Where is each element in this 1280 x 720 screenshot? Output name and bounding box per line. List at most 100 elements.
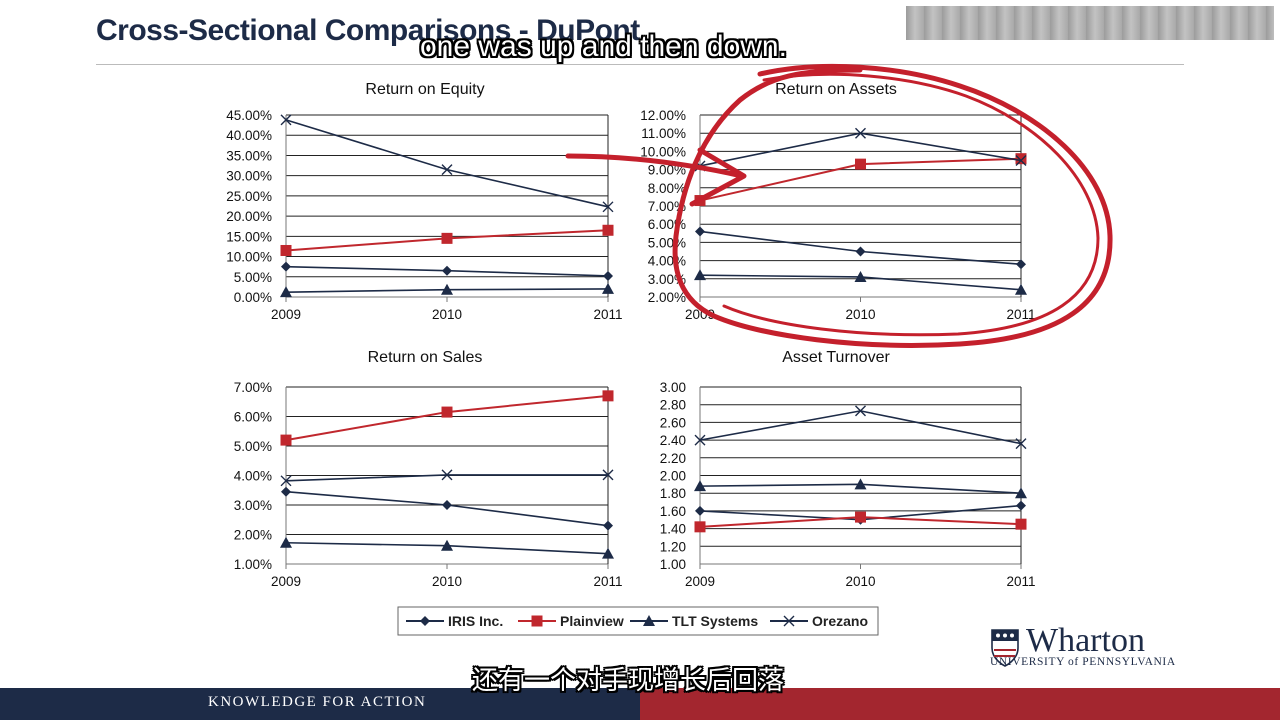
y-tick-label: 10.00% — [226, 250, 272, 265]
data-point-iris-inc — [603, 520, 613, 531]
x-tick-label: 2009 — [271, 307, 301, 322]
y-tick-label: 12.00% — [640, 108, 686, 123]
data-point-orezano — [602, 201, 614, 213]
data-point-plainview — [441, 232, 453, 244]
data-point-iris-inc — [281, 261, 291, 272]
x-tick-label: 2011 — [1006, 574, 1035, 589]
chart-return-on-sales: Return on Sales 1.00% 2.00% 3.00% 4.00% 5.00%… — [234, 349, 623, 589]
data-point-iris-inc — [1016, 259, 1026, 270]
y-tick-label: 10.00% — [640, 144, 686, 159]
y-tick-label: 25.00% — [226, 189, 272, 204]
y-tick-label: 1.00% — [234, 557, 272, 572]
y-tick-label: 15.00% — [226, 229, 272, 244]
x-tick-label: 2009 — [271, 574, 301, 589]
data-point-plainview — [280, 434, 292, 446]
data-point-orezano — [694, 434, 706, 446]
data-point-orezano — [280, 475, 292, 487]
y-tick-label: 2.80 — [660, 398, 686, 413]
data-point-plainview — [441, 406, 453, 418]
data-point-tlt-systems — [602, 282, 614, 294]
slide-title: Cross-Sectional Comparisons - DuPont — [96, 14, 640, 47]
y-tick-label: 1.60 — [660, 504, 686, 519]
data-point-iris-inc — [442, 265, 452, 276]
y-tick-label: 3.00 — [660, 380, 686, 395]
y-tick-label: 20.00% — [226, 209, 272, 224]
y-tick-label: 2.00% — [648, 290, 686, 305]
y-tick-label: 4.00% — [234, 469, 272, 484]
data-point-orezano — [441, 469, 453, 481]
annotation-arrow — [565, 147, 747, 207]
data-point-iris-inc — [442, 500, 452, 510]
data-point-plainview — [602, 224, 614, 236]
data-point-orezano — [441, 164, 453, 176]
x-tick-label: 2010 — [432, 307, 462, 322]
y-tick-label: 1.40 — [660, 522, 686, 537]
chart-title: Asset Turnover — [782, 349, 890, 366]
footer-bar-red — [640, 688, 1280, 720]
data-point-tlt-systems — [1015, 487, 1027, 499]
legend-label: IRIS Inc. — [448, 613, 503, 629]
data-point-iris-inc — [281, 486, 291, 497]
data-point-tlt-systems — [441, 283, 453, 295]
x-tick-label: 2011 — [593, 307, 622, 322]
y-tick-label: 2.00% — [234, 528, 272, 543]
y-tick-label: 5.00% — [234, 439, 272, 454]
logo-wordmark: Wharton — [1026, 622, 1145, 659]
data-point-tlt-systems — [854, 478, 867, 490]
legend-marker — [531, 615, 543, 627]
data-point-plainview — [602, 390, 614, 402]
y-tick-label: 2.20 — [660, 451, 686, 466]
data-point-tlt-systems — [441, 539, 453, 551]
data-point-tlt-systems — [1015, 283, 1027, 295]
y-tick-label: 8.00% — [648, 181, 686, 196]
x-tick-label: 2011 — [593, 574, 622, 589]
series-line-orezano — [285, 119, 609, 208]
legend-label: Orezano — [812, 613, 868, 629]
data-point-iris-inc — [695, 505, 705, 516]
y-tick-label: 2.60 — [660, 415, 686, 430]
legend-label: TLT Systems — [672, 613, 758, 629]
subtitle-caption-english: one was up and then down. — [420, 30, 787, 63]
y-tick-label: 5.00% — [648, 235, 686, 250]
footer-tagline: KNOWLEDGE FOR ACTION — [208, 694, 427, 710]
data-point-tlt-systems — [694, 480, 706, 492]
y-tick-label: 7.00% — [234, 380, 272, 395]
series-line-orezano — [699, 410, 1022, 445]
y-tick-label: 5.00% — [234, 270, 272, 285]
x-tick-label: 2011 — [1006, 307, 1035, 322]
data-point-tlt-systems — [602, 547, 614, 559]
data-point-tlt-systems — [280, 286, 292, 298]
y-tick-label: 40.00% — [226, 128, 272, 143]
data-point-orezano — [855, 127, 866, 139]
data-point-plainview — [694, 521, 706, 533]
y-tick-label: 1.00 — [660, 557, 686, 572]
x-tick-label: 2009 — [685, 574, 715, 589]
y-tick-label: 7.00% — [648, 199, 686, 214]
x-tick-label: 2010 — [845, 574, 875, 589]
x-tick-label: 2010 — [845, 307, 875, 322]
x-tick-label: 2010 — [432, 574, 462, 589]
y-tick-label: 1.80 — [660, 486, 686, 501]
data-point-iris-inc — [1016, 500, 1026, 511]
y-tick-label: 6.00% — [234, 410, 272, 425]
data-point-orezano — [602, 469, 614, 481]
chart-return-on-equity: Return on Equity 0.00% 5.00% 10.00% 15.00% 20… — [226, 81, 622, 322]
chart-title: Return on Assets — [775, 81, 897, 98]
y-tick-label: 1.20 — [660, 539, 686, 554]
blurred-watermark — [906, 6, 1274, 40]
legend-marker — [643, 615, 655, 626]
chart-title: Return on Equity — [365, 81, 484, 98]
hand-drawn-annotation — [565, 63, 1113, 348]
data-point-iris-inc — [695, 226, 705, 237]
data-point-iris-inc — [855, 246, 866, 257]
data-point-plainview — [280, 244, 292, 256]
data-point-plainview — [855, 511, 866, 523]
data-point-plainview — [855, 158, 866, 170]
data-point-tlt-systems — [854, 270, 867, 282]
y-tick-label: 2.00 — [660, 469, 686, 484]
y-tick-label: 11.00% — [641, 126, 686, 141]
footer-bar-navy — [0, 688, 640, 720]
y-tick-label: 35.00% — [226, 148, 272, 163]
